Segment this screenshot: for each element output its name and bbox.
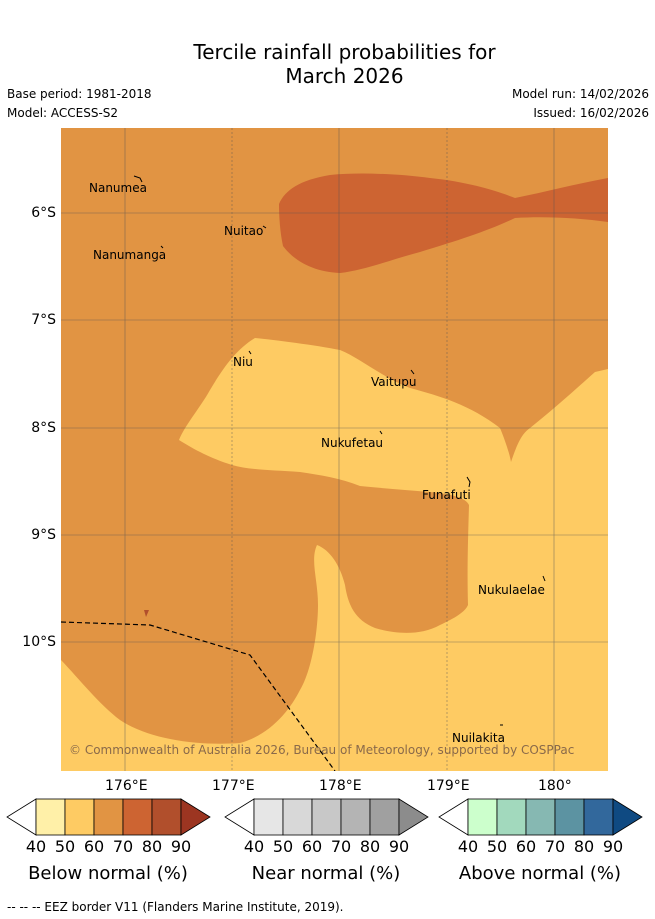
rainfall-map: Nanumea Nuitao Nanumanga Niu Vaitupu Nuk… (61, 128, 608, 771)
eez-footnote: -- -- -- EEZ border V11 (Flanders Marine… (7, 900, 344, 914)
lon-tick-label: 179°E (427, 778, 470, 794)
colorbar-tick-label: 70 (544, 837, 566, 856)
colorbar-segment (583, 798, 614, 836)
colorbar-segment (35, 798, 66, 836)
colorbar-above-normal (438, 798, 643, 836)
colorbar-tick-label: 70 (112, 837, 134, 856)
colorbar-tick-label: 60 (301, 837, 323, 856)
near-normal-label: Near normal (%) (251, 863, 401, 884)
place-label: Nuilakita (452, 731, 505, 745)
eez-border (61, 621, 336, 771)
place-label: Nukulaelae (478, 583, 545, 597)
colorbar-tick-label: 50 (486, 837, 508, 856)
colorbar-tick-label: 40 (243, 837, 265, 856)
colorbar-tick-label: 60 (515, 837, 537, 856)
colorbar-tick-label: 40 (457, 837, 479, 856)
colorbar-below-normal (6, 798, 211, 836)
lat-tick-label: 10°S (22, 634, 56, 650)
model-run: Model run: 14/02/2026 (511, 87, 649, 101)
colorbar-segment (467, 798, 498, 836)
colorbar-under-triangle (6, 798, 37, 836)
colorbar-tick-label: 90 (602, 837, 624, 856)
colorbar-tick-label: 50 (54, 837, 76, 856)
place-label: Niu (233, 355, 253, 369)
place-label: Vaitupu (371, 375, 417, 389)
place-label: Funafuti (422, 488, 471, 502)
colorbar-segment (122, 798, 153, 836)
colorbar-segment (151, 798, 182, 836)
marker-icon (144, 610, 149, 617)
colorbar-segment (340, 798, 371, 836)
lat-tick-label: 9°S (31, 527, 56, 543)
colorbar-tick-label: 90 (170, 837, 192, 856)
place-label: Nuitao (224, 224, 263, 238)
copyright-text: © Commonwealth of Australia 2026, Bureau… (69, 743, 574, 757)
colorbar-tick-label: 80 (573, 837, 595, 856)
colorbar-near-normal (224, 798, 429, 836)
map-title-line1: Tercile rainfall probabilities for (193, 40, 496, 64)
colorbar-segment (311, 798, 342, 836)
below-50-60-region-central (61, 338, 608, 771)
map-title-line2: March 2026 (285, 64, 404, 88)
colorbar-over-triangle (398, 798, 429, 836)
lon-tick-label: 180° (538, 778, 572, 794)
colorbar-segment (369, 798, 400, 836)
colorbar-under-triangle (438, 798, 469, 836)
colorbar-under-triangle (224, 798, 255, 836)
colorbar-tick-label: 50 (272, 837, 294, 856)
colorbar-tick-label: 70 (330, 837, 352, 856)
lon-tick-label: 177°E (212, 778, 255, 794)
colorbar-tick-label: 80 (359, 837, 381, 856)
colorbar-tick-label: 90 (388, 837, 410, 856)
lat-tick-label: 6°S (31, 205, 56, 221)
colorbar-tick-label: 80 (141, 837, 163, 856)
colorbar-segment (496, 798, 527, 836)
colorbar-tick-label: 40 (25, 837, 47, 856)
lon-tick-label: 176°E (105, 778, 148, 794)
base-period: Base period: 1981-2018 (7, 87, 152, 101)
colorbar-over-triangle (612, 798, 643, 836)
below-70-80-region (279, 173, 608, 273)
issued-date: Issued: 16/02/2026 (533, 106, 649, 120)
legend-colorbars (6, 798, 643, 836)
below-normal-label: Below normal (%) (28, 863, 188, 884)
lon-tick-label: 178°E (319, 778, 362, 794)
place-label: Nanumanga (93, 248, 166, 262)
above-normal-label: Above normal (%) (458, 863, 622, 884)
colorbar-segment (282, 798, 313, 836)
lat-tick-label: 7°S (31, 312, 56, 328)
lat-tick-label: 8°S (31, 420, 56, 436)
place-label: Nukufetau (321, 436, 383, 450)
colorbar-segment (554, 798, 585, 836)
colorbar-tick-label: 60 (83, 837, 105, 856)
colorbar-segment (525, 798, 556, 836)
place-label: Nanumea (89, 181, 147, 195)
model-name: Model: ACCESS-S2 (7, 106, 119, 120)
colorbar-segment (253, 798, 284, 836)
colorbar-segment (93, 798, 124, 836)
colorbar-over-triangle (180, 798, 211, 836)
colorbar-segment (64, 798, 95, 836)
